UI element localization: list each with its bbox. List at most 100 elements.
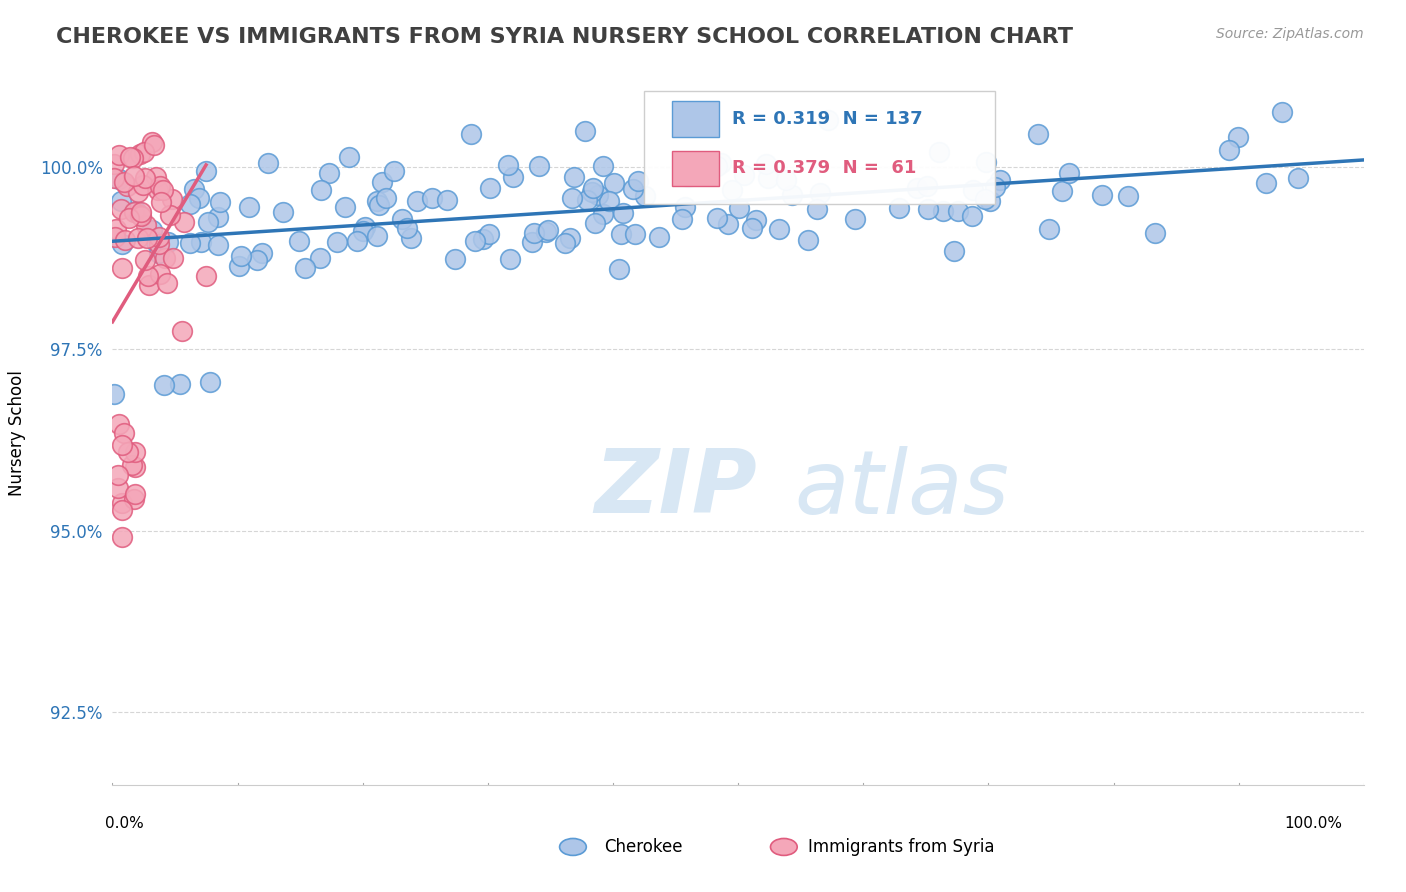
Point <box>118 211 141 226</box>
Point <box>598 194 620 209</box>
Point <box>1026 127 1049 141</box>
Point <box>603 176 626 190</box>
Point <box>562 169 585 184</box>
Point <box>200 375 222 389</box>
Point <box>179 235 201 250</box>
Point <box>354 219 377 234</box>
Point <box>676 169 699 184</box>
Point <box>561 191 583 205</box>
Point <box>574 124 596 138</box>
Point <box>1254 176 1277 190</box>
Point <box>127 231 149 245</box>
Point <box>149 267 172 281</box>
Point <box>250 246 273 260</box>
Text: Immigrants from Syria: Immigrants from Syria <box>808 838 995 856</box>
Point <box>436 193 458 207</box>
Point <box>756 170 779 185</box>
Point <box>1057 166 1080 180</box>
Point <box>554 236 576 251</box>
Point <box>124 459 146 474</box>
Point <box>368 198 391 212</box>
Point <box>592 206 614 220</box>
Bar <box>672 151 720 186</box>
Point <box>741 220 763 235</box>
Point <box>534 225 557 239</box>
Point <box>366 228 388 243</box>
Text: Cherokee: Cherokee <box>605 838 683 856</box>
Point <box>111 260 134 275</box>
Point <box>132 178 155 192</box>
Point <box>1038 222 1060 236</box>
Point <box>141 135 163 149</box>
Point <box>401 231 423 245</box>
Point <box>169 376 191 391</box>
Point <box>1050 184 1073 198</box>
Point <box>808 186 831 200</box>
Point <box>780 187 803 202</box>
Point <box>156 277 179 291</box>
Point <box>395 220 418 235</box>
Point <box>375 191 398 205</box>
Point <box>946 204 969 219</box>
Point <box>806 202 828 217</box>
Point <box>124 487 146 501</box>
Text: ZIP: ZIP <box>595 445 756 533</box>
Point <box>721 183 744 197</box>
Point <box>962 183 984 197</box>
Point <box>648 229 671 244</box>
Point <box>294 261 316 276</box>
Point <box>1226 129 1249 144</box>
Point <box>612 205 634 219</box>
Point <box>1143 226 1166 240</box>
Point <box>943 244 966 258</box>
Point <box>917 202 939 216</box>
Point <box>114 234 136 248</box>
Point <box>709 156 731 170</box>
Point <box>575 193 598 207</box>
Point <box>149 194 172 209</box>
Point <box>325 235 347 249</box>
Point <box>103 386 125 401</box>
Point <box>371 175 394 189</box>
Point <box>197 214 219 228</box>
Point <box>121 458 143 472</box>
Point <box>118 149 141 163</box>
Point <box>112 425 135 440</box>
Text: R = 0.379  N =  61: R = 0.379 N = 61 <box>733 160 917 178</box>
Point <box>135 231 157 245</box>
Text: 0.0%: 0.0% <box>105 816 145 831</box>
Point <box>111 496 134 510</box>
Point <box>464 234 486 248</box>
Point <box>114 175 136 189</box>
Point <box>520 235 543 249</box>
Point <box>108 147 131 161</box>
Point <box>406 194 429 208</box>
Point <box>162 252 184 266</box>
Point <box>523 227 546 241</box>
Point <box>129 147 152 161</box>
Point <box>499 252 522 266</box>
Point <box>148 183 170 197</box>
Text: R = 0.319  N = 137: R = 0.319 N = 137 <box>733 110 922 128</box>
Point <box>309 251 332 265</box>
Point <box>103 156 125 170</box>
Point <box>129 209 152 223</box>
Point <box>238 200 260 214</box>
Point <box>155 251 177 265</box>
Point <box>382 164 405 178</box>
Point <box>122 491 145 506</box>
Point <box>208 194 231 209</box>
Point <box>478 180 501 194</box>
Point <box>134 252 156 267</box>
Point <box>817 113 839 128</box>
Point <box>187 191 209 205</box>
Point <box>128 208 150 222</box>
Point <box>111 502 134 516</box>
Point <box>111 237 134 252</box>
Point <box>134 171 156 186</box>
Point <box>108 172 131 186</box>
Point <box>478 227 501 241</box>
Point <box>142 138 165 153</box>
Point <box>335 200 357 214</box>
Circle shape <box>770 838 797 855</box>
